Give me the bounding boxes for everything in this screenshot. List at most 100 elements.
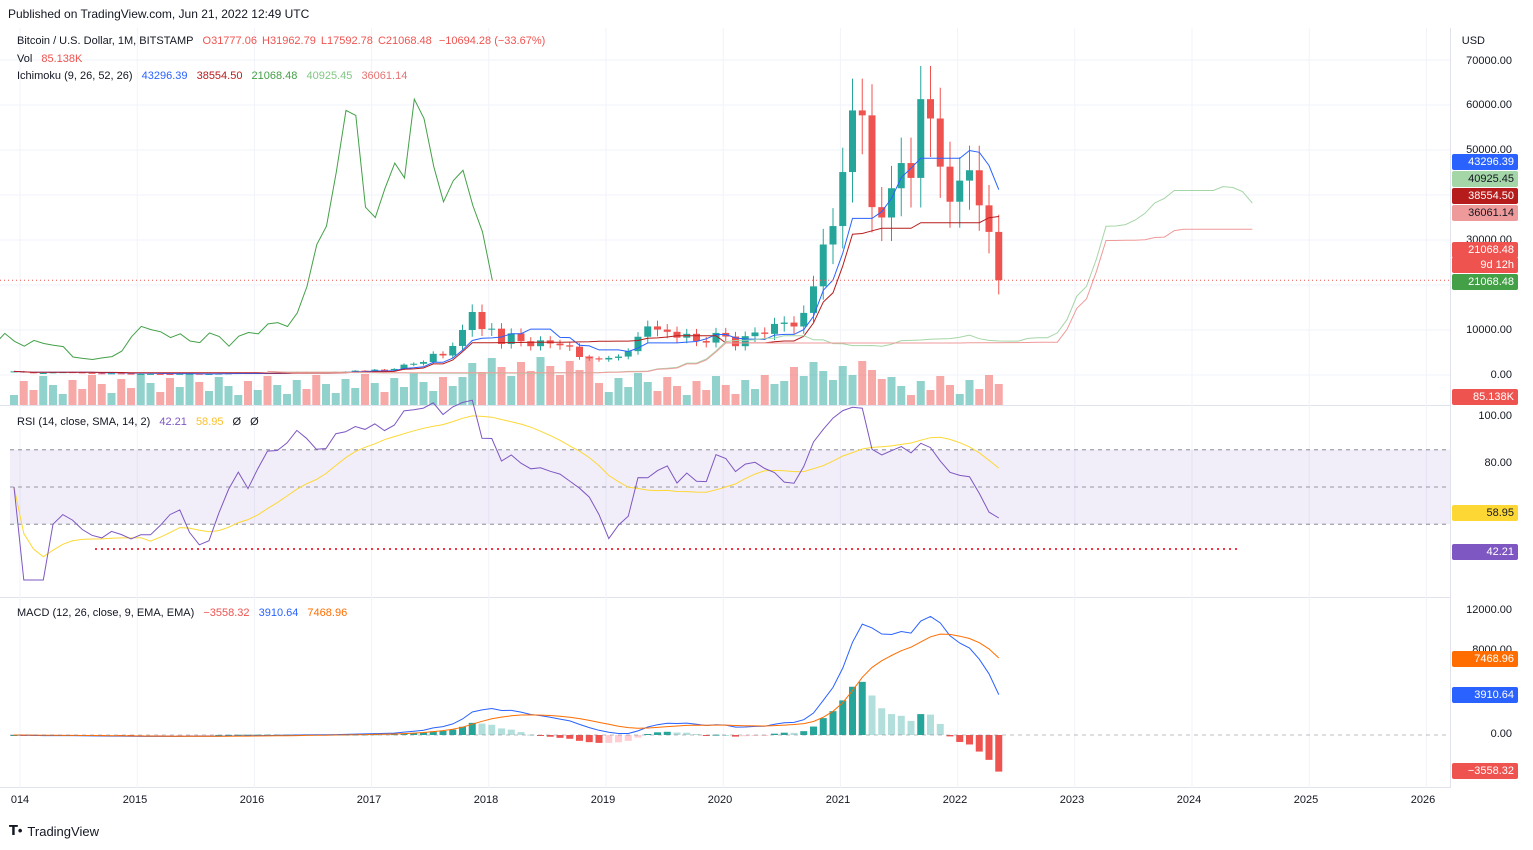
tag-close: 21068.48 — [1452, 242, 1518, 258]
candle-body — [771, 323, 778, 334]
candle-body — [654, 326, 661, 330]
x-label: 2015 — [122, 794, 148, 806]
volume-bar — [780, 381, 789, 405]
candle-body — [156, 373, 164, 375]
rsi-tick: 80.00 — [1484, 457, 1512, 469]
volume-bar — [643, 382, 652, 405]
macd-histogram-bar — [225, 734, 232, 736]
macd-histogram-bar — [546, 735, 554, 737]
candle-body — [897, 163, 905, 189]
volume-bar — [156, 392, 165, 405]
candle-body — [693, 333, 700, 342]
candle-body — [858, 110, 866, 116]
x-label: 2019 — [590, 794, 616, 806]
price-tick: 50000.00 — [1466, 144, 1512, 156]
macd-histogram-bar — [975, 735, 983, 752]
volume-bar — [263, 376, 272, 405]
volume-bar — [907, 395, 915, 405]
volume-bar — [283, 394, 291, 405]
volume-bar — [97, 384, 106, 405]
macd-histogram-bar — [829, 711, 837, 735]
candle-body — [147, 373, 154, 375]
volume-bar — [234, 395, 243, 405]
ohlc-close: C21068.48 — [377, 35, 432, 47]
rsi-v2: Ø — [250, 416, 259, 428]
volume-bar — [858, 361, 867, 405]
macd-signal-value: 7468.96 — [307, 607, 348, 619]
macd-histogram-bar — [488, 724, 496, 735]
volume-bar — [292, 380, 301, 405]
rsi-sma-line — [13, 415, 1000, 558]
volume-bar — [409, 373, 418, 405]
volume-bar — [10, 395, 18, 405]
volume-bar — [166, 378, 174, 405]
tag-conversion: 43296.39 — [1452, 154, 1518, 170]
ichimoku-leadb-value: 36061.14 — [361, 70, 408, 82]
x-label: 2024 — [1176, 794, 1202, 806]
rsi-sma-value: 58.95 — [195, 416, 224, 428]
macd-histogram-bar — [166, 735, 174, 736]
macd-histogram-bar — [732, 735, 739, 737]
volume-bar — [497, 367, 506, 405]
candle-body — [108, 373, 115, 375]
candle-body — [468, 312, 476, 330]
volume-bar — [517, 362, 525, 405]
volume-bar — [68, 380, 77, 405]
macd-histogram-bar — [849, 686, 856, 735]
volume-bar — [253, 390, 262, 405]
volume-bar — [604, 392, 613, 405]
volume-bar — [341, 379, 350, 405]
candle-body — [975, 170, 983, 206]
candle-body — [420, 362, 427, 364]
volume-bar — [195, 382, 204, 405]
macd-histogram-bar — [634, 735, 642, 738]
macd-histogram-bar — [722, 734, 730, 736]
macd-histogram-bar — [517, 732, 525, 735]
candle-body — [751, 332, 759, 337]
candle-body — [712, 332, 720, 343]
tag-base: 38554.50 — [1452, 188, 1518, 204]
macd-histogram-bar — [595, 735, 603, 743]
macd-histogram-bar — [878, 708, 886, 735]
candle-body — [917, 99, 925, 178]
macd-signal-line — [14, 633, 1000, 737]
tag-macd-hist: −3558.32 — [1452, 763, 1518, 779]
volume-bar — [419, 382, 428, 405]
candle-body — [839, 172, 847, 227]
volume-bar — [702, 390, 711, 405]
candle-body — [907, 163, 915, 178]
footer-brand[interactable]: 𝗧• TradingView — [9, 823, 99, 839]
candle-body — [868, 115, 876, 208]
macd-histogram-bar — [985, 735, 993, 760]
macd-histogram-bar — [907, 720, 915, 735]
candle-body — [790, 322, 798, 327]
candle-body — [459, 330, 466, 346]
candle-body — [88, 372, 96, 374]
x-label: 2018 — [473, 794, 499, 806]
candle-body — [888, 188, 895, 218]
volume-bar — [712, 376, 720, 405]
candle-body — [673, 331, 681, 338]
macd-histogram-bar — [790, 732, 798, 735]
price-tick: 60000.00 — [1466, 99, 1512, 111]
ichimoku-leada-value: 40925.45 — [306, 70, 353, 82]
volume-bar — [809, 362, 818, 405]
candle-body — [98, 373, 106, 375]
candle-body — [605, 357, 613, 360]
volume-bar — [624, 387, 633, 405]
volume-bar — [448, 386, 457, 405]
candle-body — [410, 363, 418, 365]
candle-body — [966, 170, 973, 181]
candle-body — [488, 328, 496, 330]
volume-bar — [887, 377, 896, 405]
candle-body — [127, 373, 135, 375]
macd-histogram-bar — [683, 732, 691, 735]
candle-body — [566, 345, 574, 347]
volume-bar — [946, 385, 954, 405]
volume-bar — [741, 380, 750, 405]
volume-bar — [595, 383, 603, 405]
x-label: 2022 — [942, 794, 968, 806]
volume-bar — [487, 358, 496, 405]
published-note: Published on TradingView.com, Jun 21, 20… — [8, 7, 310, 21]
